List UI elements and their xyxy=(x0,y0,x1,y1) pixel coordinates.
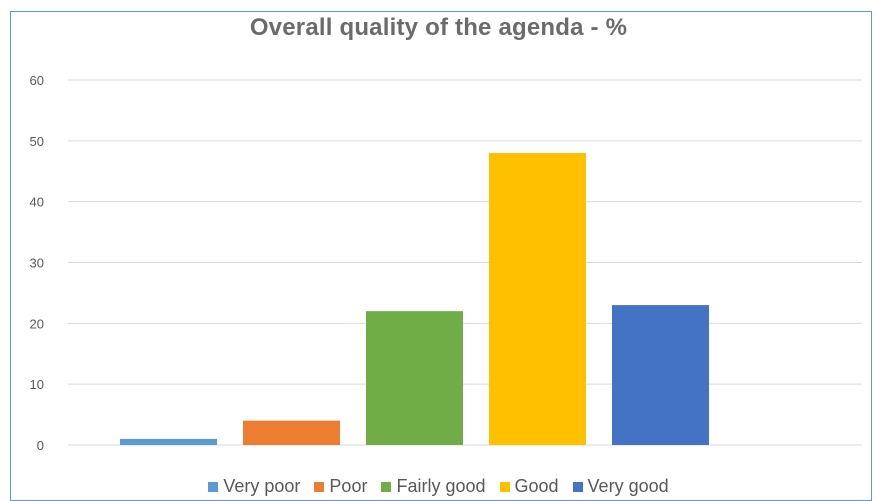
legend-item-poor: Poor xyxy=(314,476,367,497)
legend-swatch xyxy=(499,481,510,492)
y-tick-label: 20 xyxy=(30,316,44,331)
legend-label: Fairly good xyxy=(396,476,486,496)
legend-swatch xyxy=(208,481,219,492)
legend-item-fairly-good: Fairly good xyxy=(381,476,486,497)
legend-swatch xyxy=(572,481,583,492)
legend-item-good: Good xyxy=(499,476,559,497)
gridlines xyxy=(68,79,862,446)
legend-swatch xyxy=(314,481,325,492)
bar-poor xyxy=(243,420,340,445)
y-tick-label: 30 xyxy=(30,256,44,271)
y-tick-label: 40 xyxy=(30,195,44,210)
y-tick-label: 10 xyxy=(30,377,44,392)
y-tick-label: 0 xyxy=(37,438,44,453)
y-tick-label: 50 xyxy=(30,134,44,149)
legend-label: Good xyxy=(514,476,559,496)
y-axis-ticks: 0 10 20 30 40 50 60 xyxy=(30,73,44,453)
legend-item-very-good: Very good xyxy=(572,476,669,497)
y-tick-label: 60 xyxy=(30,73,44,88)
legend-label: Very poor xyxy=(223,476,301,496)
legend-label: Very good xyxy=(587,476,669,496)
bar-very-poor xyxy=(120,438,217,445)
bar-fairly-good xyxy=(366,311,463,445)
bars xyxy=(120,153,709,445)
chart-title: Overall quality of the agenda - % xyxy=(249,14,628,41)
bar-very-good xyxy=(612,305,709,445)
legend-swatch xyxy=(381,481,392,492)
legend-item-very-poor: Very poor xyxy=(208,476,300,497)
legend-label: Poor xyxy=(329,476,368,496)
legend: Very poor Poor Fairly good Good Very good xyxy=(0,476,877,497)
bar-good xyxy=(489,153,586,445)
